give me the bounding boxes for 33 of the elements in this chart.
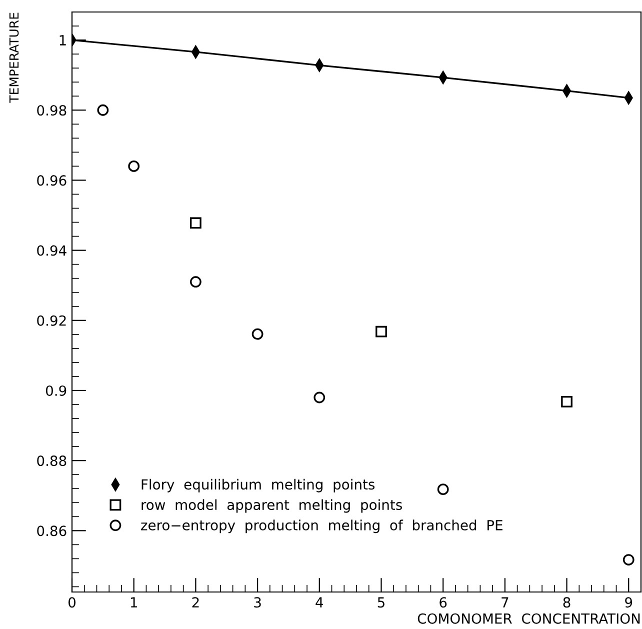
y-tick-label: 0.96	[37, 175, 66, 186]
x-tick-label: 0	[68, 597, 76, 608]
legend-label: Flory equilibrium melting points	[142, 478, 375, 492]
x-tick-label: 9	[625, 597, 632, 608]
y-tick-label: 0.98	[37, 105, 66, 116]
x-tick-label: 5	[378, 597, 384, 608]
y-tick-label: 0.86	[37, 526, 66, 536]
x-tick-label: 8	[563, 597, 570, 608]
point	[314, 392, 326, 404]
x-tick-label: 2	[192, 597, 199, 608]
x-tick-label: 6	[440, 597, 447, 608]
y-tick-label: 0.9	[46, 385, 66, 396]
y-tick-label: 0.94	[37, 245, 66, 256]
point	[128, 160, 140, 172]
point	[190, 276, 202, 288]
point	[376, 326, 387, 338]
point	[97, 104, 109, 116]
point	[190, 217, 202, 229]
legend-label: zero−entropy production melting of branched PE	[141, 520, 502, 534]
y-tick-label: 0.92	[37, 315, 66, 326]
point	[437, 484, 449, 496]
x-tick-label: 7	[502, 597, 508, 608]
y-tick-label: 1	[60, 35, 66, 46]
point	[561, 396, 572, 408]
y-axis-title: TEMPERATURE	[9, 12, 19, 103]
point	[622, 554, 634, 566]
x-tick-label: 4	[316, 597, 324, 608]
x-tick-label: 1	[130, 597, 137, 608]
legend-label: row model apparent melting points	[142, 499, 402, 513]
y-tick-label: 0.88	[37, 456, 66, 466]
x-axis-title: COMONOMER CONCENTRATION	[418, 613, 640, 624]
point	[252, 328, 264, 340]
x-tick-label: 3	[254, 597, 261, 608]
